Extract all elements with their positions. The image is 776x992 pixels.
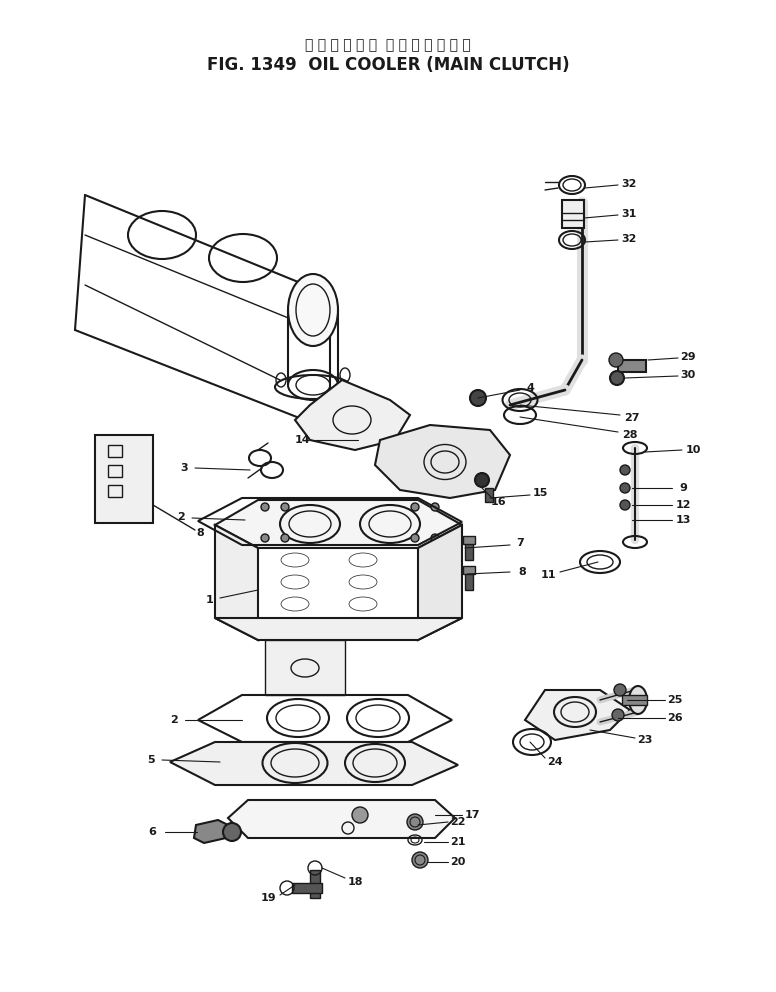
Circle shape — [620, 500, 630, 510]
Text: オ イ ル ク ー ラ  メ イ ン ク ラ ッ チ: オ イ ル ク ー ラ メ イ ン ク ラ ッ チ — [305, 38, 471, 52]
Text: 8: 8 — [196, 528, 204, 538]
Text: 8: 8 — [518, 567, 526, 577]
Text: 7: 7 — [516, 538, 524, 548]
Bar — [618, 360, 646, 372]
Bar — [562, 200, 584, 228]
Polygon shape — [418, 525, 462, 640]
Text: 25: 25 — [667, 695, 683, 705]
Text: 20: 20 — [450, 857, 466, 867]
Circle shape — [614, 684, 626, 696]
Circle shape — [412, 852, 428, 868]
Polygon shape — [295, 380, 410, 450]
Bar — [465, 570, 473, 590]
Text: 6: 6 — [148, 827, 156, 837]
Circle shape — [470, 390, 486, 406]
Polygon shape — [375, 425, 510, 498]
Text: 1: 1 — [206, 595, 214, 605]
Text: 3: 3 — [180, 463, 188, 473]
Polygon shape — [215, 525, 258, 640]
Bar — [108, 485, 122, 497]
Text: 4: 4 — [526, 383, 534, 393]
Ellipse shape — [629, 686, 647, 714]
Circle shape — [620, 483, 630, 493]
Text: 9: 9 — [679, 483, 687, 493]
Text: 19: 19 — [260, 893, 275, 903]
Ellipse shape — [288, 274, 338, 346]
Text: 31: 31 — [622, 209, 636, 219]
Text: 28: 28 — [622, 430, 638, 440]
Text: 15: 15 — [532, 488, 548, 498]
Text: 5: 5 — [147, 755, 155, 765]
Circle shape — [281, 503, 289, 511]
Text: 12: 12 — [675, 500, 691, 510]
Polygon shape — [228, 800, 455, 838]
Polygon shape — [215, 618, 462, 640]
Text: 14: 14 — [295, 435, 311, 445]
Bar — [310, 870, 320, 898]
Circle shape — [431, 534, 439, 542]
Text: 24: 24 — [547, 757, 563, 767]
Text: 18: 18 — [347, 877, 362, 887]
Bar — [292, 883, 322, 893]
Polygon shape — [525, 690, 630, 740]
Polygon shape — [215, 500, 462, 548]
Text: 32: 32 — [622, 234, 636, 244]
Circle shape — [352, 807, 368, 823]
Text: 13: 13 — [675, 515, 691, 525]
Circle shape — [612, 709, 624, 721]
Circle shape — [475, 473, 489, 487]
Circle shape — [223, 823, 241, 841]
Circle shape — [620, 465, 630, 475]
Bar — [463, 566, 475, 574]
Polygon shape — [194, 820, 228, 843]
Circle shape — [610, 371, 624, 385]
Text: 10: 10 — [685, 445, 701, 455]
Text: 11: 11 — [540, 570, 556, 580]
Polygon shape — [170, 742, 458, 785]
Text: 30: 30 — [681, 370, 695, 380]
Text: 32: 32 — [622, 179, 636, 189]
Text: 23: 23 — [637, 735, 653, 745]
Bar — [95, 435, 153, 523]
Circle shape — [431, 503, 439, 511]
Bar — [265, 640, 345, 695]
Bar — [622, 695, 647, 705]
Circle shape — [261, 534, 269, 542]
Text: 29: 29 — [681, 352, 696, 362]
Text: 27: 27 — [624, 413, 639, 423]
Text: 2: 2 — [170, 715, 178, 725]
Bar — [465, 540, 473, 560]
Bar — [463, 536, 475, 544]
Bar — [485, 488, 493, 502]
Circle shape — [609, 353, 623, 367]
Circle shape — [261, 503, 269, 511]
Text: 17: 17 — [464, 810, 480, 820]
Bar — [108, 465, 122, 477]
Text: 16: 16 — [490, 497, 506, 507]
Circle shape — [411, 503, 419, 511]
Circle shape — [411, 534, 419, 542]
Text: FIG. 1349  OIL COOLER (MAIN CLUTCH): FIG. 1349 OIL COOLER (MAIN CLUTCH) — [206, 56, 570, 74]
Circle shape — [407, 814, 423, 830]
Circle shape — [281, 534, 289, 542]
Text: 26: 26 — [667, 713, 683, 723]
Bar — [108, 445, 122, 457]
Text: 21: 21 — [450, 837, 466, 847]
Text: 2: 2 — [177, 512, 185, 522]
Text: 22: 22 — [450, 817, 466, 827]
